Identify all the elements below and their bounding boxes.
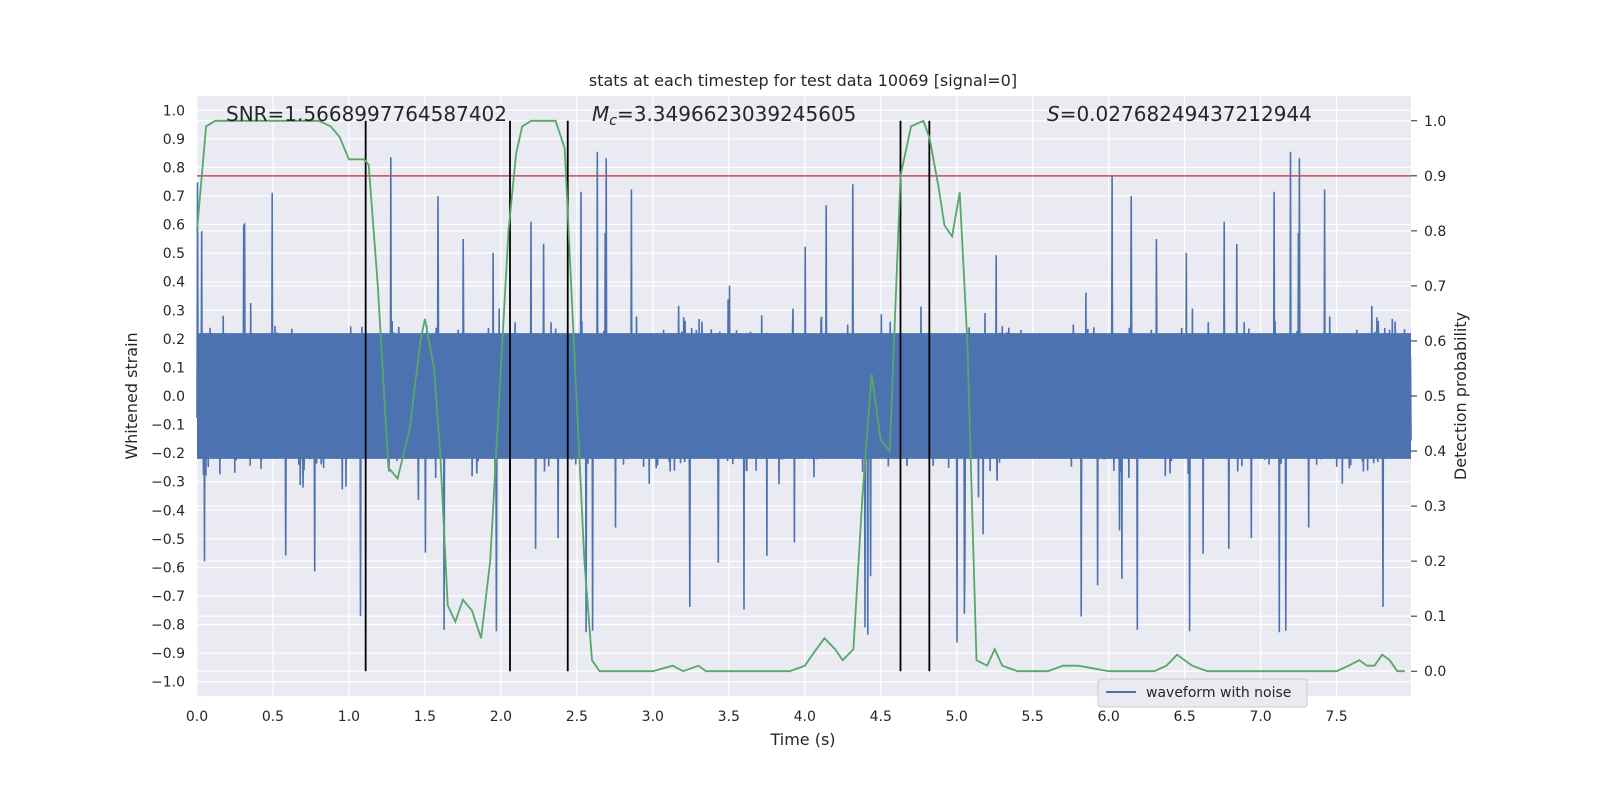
x-tick-label: 0.5 [262, 709, 284, 725]
x-axis-label: Time (s) [769, 730, 835, 749]
x-tick-label: 7.5 [1325, 709, 1347, 725]
x-tick-label: 1.5 [414, 709, 436, 725]
y2-tick-label: 0.5 [1424, 389, 1446, 405]
y-tick-label: 0.5 [163, 246, 185, 262]
mc-value: =3.3496623039245605 [617, 102, 856, 126]
y-tick-label: −0.5 [151, 532, 185, 548]
x-tick-label: 6.5 [1173, 709, 1195, 725]
y2-tick-label: 0.3 [1424, 499, 1446, 515]
x-tick-label: 2.5 [566, 709, 588, 725]
y2-tick-label: 0.7 [1424, 279, 1446, 295]
mc-symbol: M [592, 102, 609, 126]
y2-tick-label: 0.1 [1424, 609, 1446, 625]
y-tick-label: 0.2 [163, 332, 185, 348]
waveform-dense-band [197, 333, 1411, 459]
legend-label-waveform: waveform with noise [1146, 685, 1291, 701]
x-tick-label: 1.0 [338, 709, 360, 725]
y-tick-label: 0.0 [163, 389, 185, 405]
y-tick-label: 0.7 [163, 189, 185, 205]
y-tick-label: 0.1 [163, 360, 185, 376]
y-tick-label: −0.3 [151, 475, 185, 491]
mc-subscript: c [609, 113, 617, 129]
y-tick-label: 0.3 [163, 303, 185, 319]
x-tick-label: 7.0 [1249, 709, 1271, 725]
y2-tick-label: 0.8 [1424, 224, 1446, 240]
detection-probability-series [196, 119, 1405, 673]
x-tick-label: 4.5 [870, 709, 892, 725]
y-tick-label: −1.0 [151, 675, 185, 691]
waveform-with-noise-series [196, 151, 1412, 643]
y-tick-label: 0.4 [163, 275, 185, 291]
s-annotation: S=0.02768249437212944 [1047, 102, 1312, 126]
x-tick-label: 6.0 [1098, 709, 1120, 725]
x-tick-label: 3.0 [642, 709, 664, 725]
y2-tick-label: 1.0 [1424, 114, 1446, 130]
s-value: =0.02768249437212944 [1060, 102, 1312, 126]
annotations: SNR=1.5668997764587402 Mc=3.349662303924… [226, 102, 1312, 129]
y2-tick-label: 0.6 [1424, 334, 1446, 350]
y-tick-label: 0.8 [163, 160, 185, 176]
y-tick-label: −0.1 [151, 418, 185, 434]
y-tick-label: −0.7 [151, 589, 185, 605]
y-tick-label: −0.4 [151, 503, 185, 519]
chart-title: stats at each timestep for test data 100… [589, 71, 1017, 90]
y-axis-label: Whitened strain [122, 332, 141, 459]
y-tick-label: 1.0 [163, 103, 185, 119]
y2-tick-label: 0.2 [1424, 554, 1446, 570]
y-tick-label: −0.2 [151, 446, 185, 462]
x-tick-label: 4.0 [794, 709, 816, 725]
y2-axis-label: Detection probability [1451, 312, 1470, 480]
x-tick-labels: 0.0 0.5 1.0 1.5 2.0 2.5 3.0 3.5 4.0 4.5 5.0 5.5 6.0 6… [186, 709, 1348, 725]
legend-box [1097, 678, 1308, 708]
x-tick-label: 5.0 [946, 709, 968, 725]
y-tick-labels: 1.0 0.9 0.8 0.7 0.6 0.5 0.4 0.3 0.2 0.1 0.0 −0.1 −0.… [151, 103, 185, 690]
y2-tick-label: 0.9 [1424, 169, 1446, 185]
x-tick-label: 2.0 [490, 709, 512, 725]
y-tick-label: 0.6 [163, 218, 185, 234]
y2-tick-label: 0.0 [1424, 664, 1446, 680]
mc-annotation: Mc=3.3496623039245605 [592, 102, 856, 129]
legend: waveform with noise [1097, 678, 1308, 708]
snr-annotation: SNR=1.5668997764587402 [226, 102, 507, 126]
y2-tick-labels: 1.0 0.9 0.8 0.7 0.6 0.5 0.4 0.3 0.2 0.1 0.0 [1411, 114, 1446, 680]
x-tick-label: 5.5 [1022, 709, 1044, 725]
y-tick-label: −0.9 [151, 646, 185, 662]
y-tick-label: −0.6 [151, 560, 185, 576]
x-tick-label: 0.0 [186, 709, 208, 725]
s-symbol: S [1047, 102, 1060, 126]
x-tick-label: 3.5 [718, 709, 740, 725]
y2-tick-label: 0.4 [1424, 444, 1446, 460]
y-tick-label: −0.8 [151, 618, 185, 634]
detection-probability-line [196, 119, 1405, 673]
y-tick-label: 0.9 [163, 132, 185, 148]
